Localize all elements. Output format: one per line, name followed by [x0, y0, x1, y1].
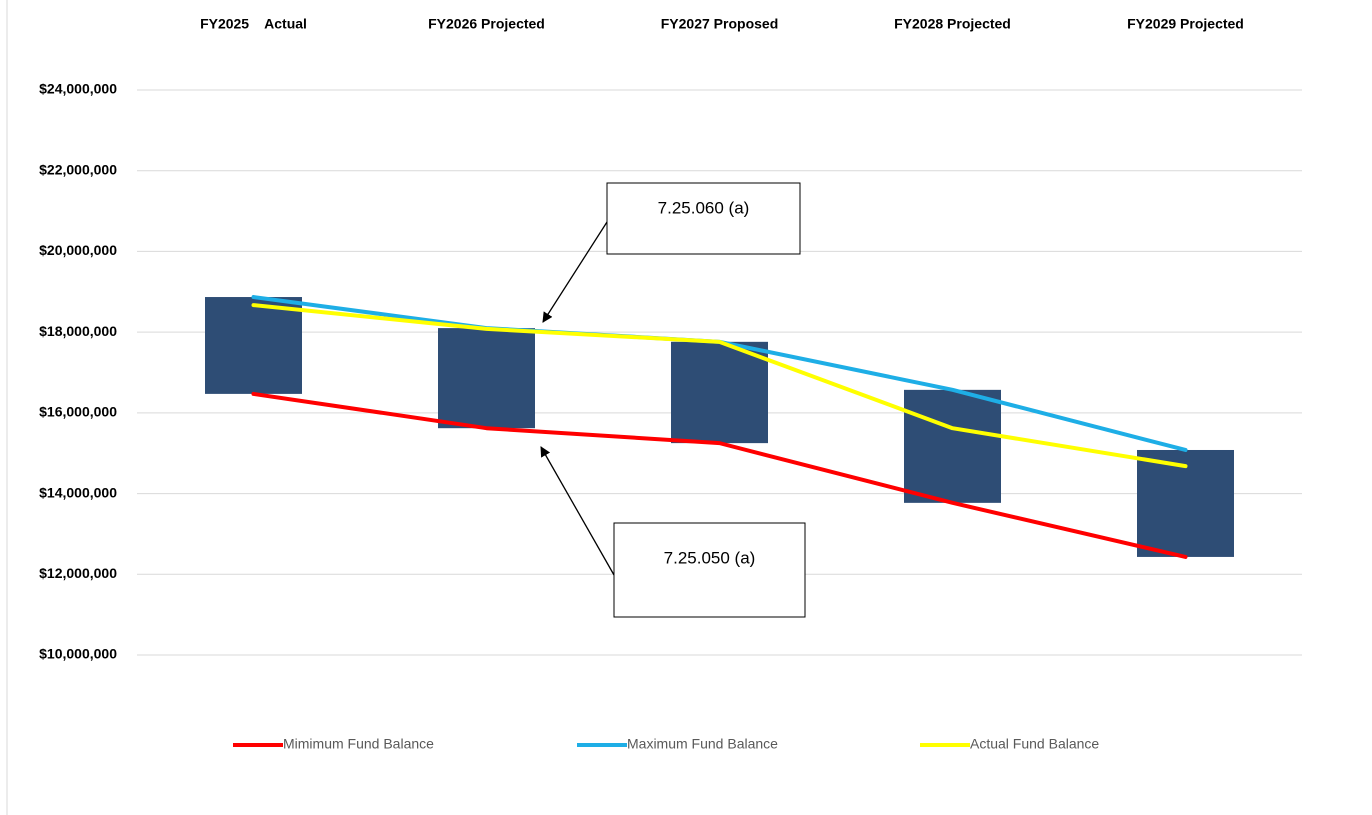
y-tick-label: $14,000,000: [39, 484, 117, 500]
y-tick-label: $20,000,000: [39, 242, 117, 258]
range-bar: [904, 389, 1001, 503]
annotation-box: [613, 522, 806, 618]
x-tick-label: FY2028 Projected: [894, 16, 1011, 32]
legend-label: Actual Fund Balance: [970, 736, 1099, 752]
annotation-arrow: [542, 221, 608, 323]
legend-label: Maximum Fund Balance: [627, 736, 778, 752]
y-tick-label: $24,000,000: [39, 81, 117, 97]
range-bar: [671, 341, 768, 444]
y-tick-label: $18,000,000: [39, 323, 117, 339]
x-tick-label: FY2027 Proposed: [661, 16, 779, 32]
y-tick-label: $12,000,000: [39, 565, 117, 581]
range-bar: [205, 297, 302, 394]
y-tick-label: $22,000,000: [39, 161, 117, 177]
legend-label: Mimimum Fund Balance: [283, 736, 434, 752]
series-line: [251, 391, 1188, 559]
x-tick-label: FY2026 Projected: [428, 16, 545, 32]
annotation-arrow: [540, 446, 615, 576]
annotation-text: 7.25.050 (a): [664, 548, 756, 567]
y-tick-label: $10,000,000: [39, 646, 117, 662]
range-bar: [438, 328, 535, 429]
series-line: [251, 303, 1188, 469]
annotation-box: [606, 182, 801, 255]
annotation-text: 7.25.060 (a): [658, 198, 750, 217]
x-tick-label: FY2025 Actual: [200, 16, 307, 32]
x-tick-label: FY2029 Projected: [1127, 16, 1244, 32]
y-tick-label: $16,000,000: [39, 404, 117, 420]
